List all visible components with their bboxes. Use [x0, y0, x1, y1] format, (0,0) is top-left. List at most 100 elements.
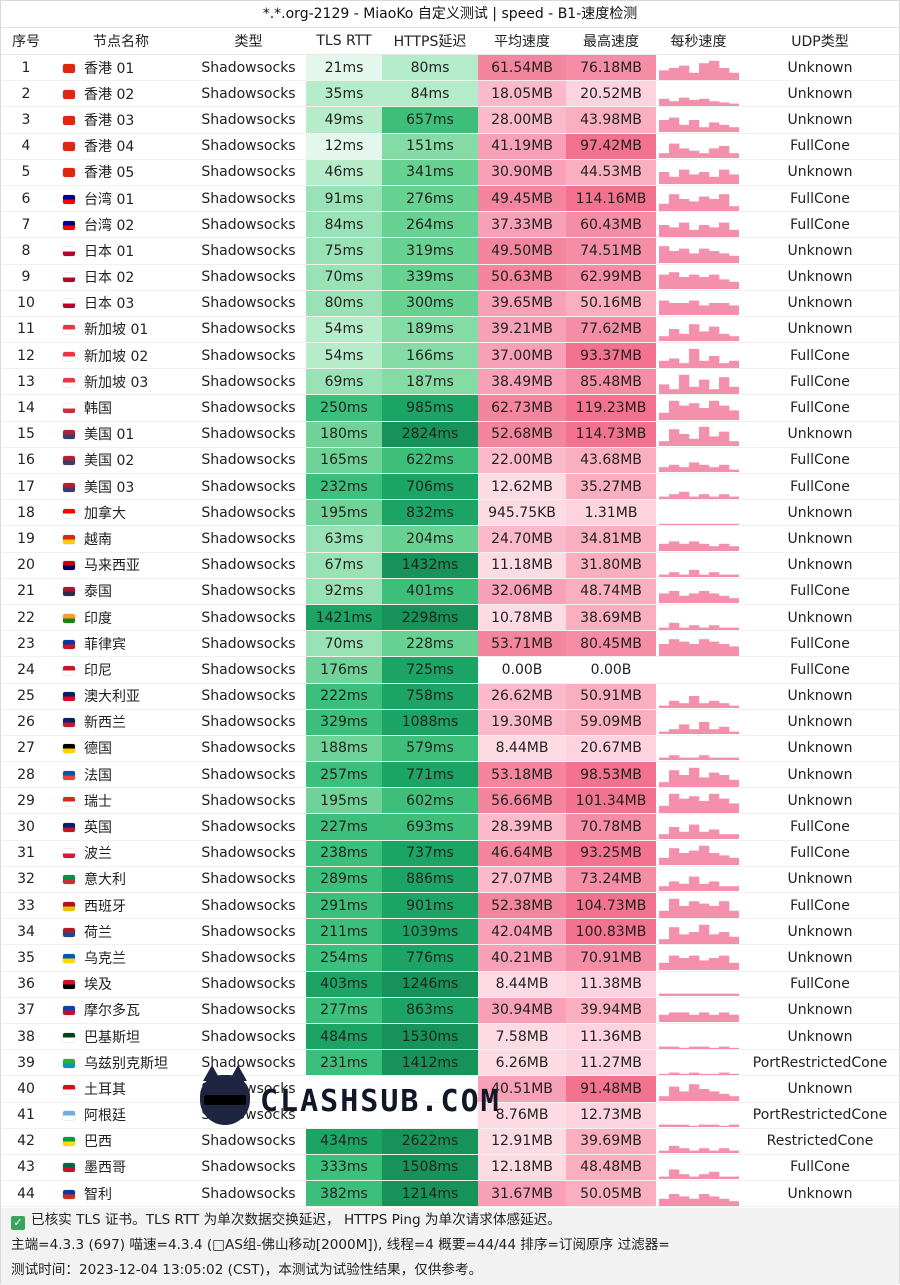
- row-per-second-chart: [656, 394, 741, 422]
- flag-jp-icon: [63, 273, 75, 283]
- node-name-text: 印尼: [84, 662, 112, 679]
- table-row: 20 马来西亚 Shadowsocks 67ms 1432ms 11.18MB 31.80M…: [1, 552, 899, 579]
- row-https-latency: 771ms: [382, 761, 478, 789]
- row-avg-speed: 945.75KB: [478, 499, 566, 527]
- row-https-latency: 886ms: [382, 866, 478, 894]
- sparkline-bar: [658, 593, 669, 604]
- sparkline-bar: [708, 853, 719, 866]
- row-udp-type: PortRestrictedCone: [741, 1102, 899, 1129]
- row-max-speed: 35.27MB: [566, 473, 656, 501]
- row-udp-type: Unknown: [741, 552, 899, 579]
- row-tls-rtt: 254ms: [306, 944, 382, 972]
- sparkline-bar: [668, 881, 679, 892]
- table-row: 33 西班牙 Shadowsocks 291ms 901ms 52.38MB 104.73M…: [1, 892, 899, 920]
- sparkline-bar: [698, 591, 709, 604]
- sparkline-bar: [658, 1177, 669, 1180]
- sparkline-bar: [698, 543, 709, 551]
- col-avg-speed: 平均速度: [478, 28, 566, 55]
- row-tls-rtt: 434ms: [306, 1128, 382, 1155]
- row-tls-rtt: 382ms: [306, 1180, 382, 1208]
- sparkline-bar: [728, 72, 739, 80]
- sparkline-bar: [688, 403, 699, 421]
- flag-fr-icon: [63, 770, 75, 780]
- row-index: 25: [1, 683, 51, 710]
- node-name-text: 台湾 01: [84, 191, 135, 208]
- row-https-latency: 204ms: [382, 525, 478, 553]
- row-node-name: 阿根廷: [51, 1102, 191, 1129]
- row-index: 13: [1, 368, 51, 396]
- sparkline-bar: [718, 798, 729, 813]
- row-max-speed: 77.62MB: [566, 316, 656, 344]
- table-row: 26 新西兰 Shadowsocks 329ms 1088ms 19.30MB 59.09M…: [1, 709, 899, 736]
- row-node-name: 摩尔多瓦: [51, 997, 191, 1024]
- speed-sparkline: [658, 1169, 739, 1180]
- col-index: 序号: [1, 28, 51, 55]
- sparkline-bar: [668, 193, 679, 211]
- sparkline-bar: [688, 877, 699, 892]
- row-node-name: 英国: [51, 813, 191, 841]
- row-tls-rtt: 232ms: [306, 473, 382, 501]
- row-max-speed: 11.38MB: [566, 971, 656, 998]
- sparkline-bar: [708, 100, 719, 106]
- sparkline-bar: [718, 1046, 729, 1049]
- row-udp-type: Unknown: [741, 683, 899, 710]
- node-name-text: 日本 01: [84, 243, 135, 260]
- flag-md-icon: [63, 1006, 75, 1016]
- sparkline-bar: [678, 1196, 689, 1206]
- sparkline-bar: [658, 627, 669, 630]
- table-row: 35 乌克兰 Shadowsocks 254ms 776ms 40.21MB 70.91MB…: [1, 944, 899, 972]
- speed-sparkline: [658, 117, 739, 132]
- row-udp-type: FullCone: [741, 473, 899, 501]
- sparkline-bar: [678, 934, 689, 944]
- sparkline-bar: [688, 72, 699, 80]
- row-node-name: 乌克兰: [51, 944, 191, 972]
- speed-sparkline: [658, 898, 739, 918]
- speed-sparkline: [658, 1146, 739, 1154]
- sparkline-bar: [728, 205, 739, 211]
- sparkline-bar: [718, 834, 729, 840]
- sparkline-bar: [698, 777, 709, 787]
- row-udp-type: Unknown: [741, 499, 899, 527]
- sparkline-bar: [708, 593, 719, 604]
- sparkline-bar: [678, 434, 689, 447]
- sparkline-bar: [718, 146, 729, 159]
- sparkline-bar: [718, 1148, 729, 1154]
- sparkline-bar: [668, 848, 679, 866]
- sparkline-bar: [668, 1124, 679, 1128]
- row-https-latency: 706ms: [382, 473, 478, 501]
- sparkline-bar: [688, 569, 699, 578]
- sparkline-bar: [718, 253, 729, 263]
- row-max-speed: 62.99MB: [566, 264, 656, 291]
- row-tls-rtt: 195ms: [306, 787, 382, 815]
- sparkline-bar: [668, 227, 679, 237]
- row-index: 22: [1, 604, 51, 632]
- sparkline-bar: [718, 703, 729, 709]
- row-udp-type: Unknown: [741, 944, 899, 972]
- row-tls-rtt: 84ms: [306, 211, 382, 239]
- row-tls-rtt: 54ms: [306, 342, 382, 370]
- row-node-name: 澳大利亚: [51, 683, 191, 710]
- sparkline-bar: [728, 1096, 739, 1101]
- sparkline-bar: [708, 1172, 719, 1180]
- table-row: 39 乌兹别克斯坦 Shadowsocks 231ms 1412ms 6.26MB 11.2…: [1, 1049, 899, 1077]
- row-udp-type: FullCone: [741, 892, 899, 920]
- speed-sparkline: [658, 1084, 739, 1101]
- row-per-second-chart: [656, 709, 741, 736]
- watermark: CLASHSUB.COM: [196, 1065, 501, 1127]
- row-node-name: 香港 03: [51, 106, 191, 134]
- sparkline-bar: [668, 591, 679, 604]
- flag-cl-icon: [63, 1189, 75, 1199]
- row-index: 9: [1, 264, 51, 291]
- row-index: 43: [1, 1154, 51, 1182]
- row-type: Shadowsocks: [191, 656, 306, 684]
- row-https-latency: 339ms: [382, 264, 478, 291]
- row-per-second-chart: [656, 368, 741, 396]
- speed-sparkline: [658, 955, 739, 970]
- sparkline-bar: [668, 755, 679, 761]
- col-max-speed: 最高速度: [566, 28, 656, 55]
- row-avg-speed: 53.18MB: [478, 761, 566, 789]
- node-name-text: 荷兰: [84, 924, 112, 941]
- node-name-text: 美国 02: [84, 453, 135, 470]
- speed-sparkline: [658, 591, 739, 604]
- row-avg-speed: 8.44MB: [478, 735, 566, 763]
